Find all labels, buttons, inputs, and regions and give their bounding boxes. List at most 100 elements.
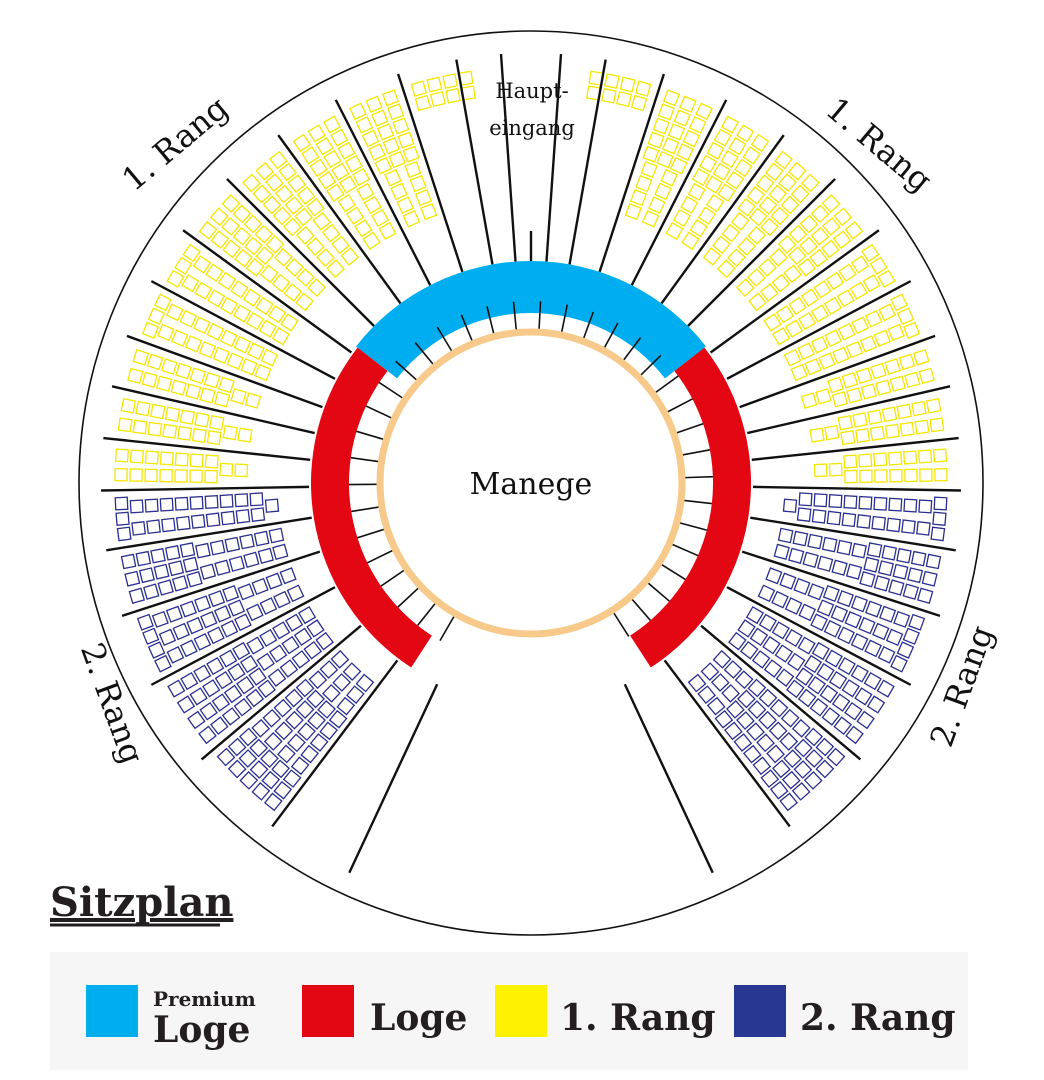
rang1-seat [716, 259, 736, 279]
rang1-seat [760, 217, 779, 237]
rang1-seat [192, 316, 211, 335]
rang1-seat [296, 268, 315, 287]
aisle-line [750, 516, 956, 552]
rang1-seat [280, 313, 299, 332]
rang2-seat [757, 584, 776, 603]
rang2-seat [901, 519, 916, 535]
aisle-line [348, 683, 439, 874]
rang2-seat [306, 689, 326, 709]
rang1-seat [877, 269, 896, 288]
premium-loge-section[interactable] [356, 260, 706, 379]
rang1-seat [254, 224, 274, 244]
rang1-seat [831, 391, 849, 408]
rang1-seat [642, 145, 660, 163]
rang2-seat [237, 583, 255, 601]
rang2-seat [174, 496, 189, 511]
inner-spoke [512, 301, 518, 330]
rang1-seat [426, 76, 443, 93]
rang2-seat [176, 695, 196, 714]
rang2-seat [791, 782, 811, 801]
rang2-seat [171, 575, 189, 592]
rang2-seat [250, 507, 266, 522]
rang1-seat [198, 221, 218, 240]
rang2-seat [850, 595, 869, 613]
rang2-seat [290, 756, 310, 776]
rang2-seat [251, 782, 271, 801]
rang2-seat [285, 710, 304, 730]
rang1-seat [797, 258, 817, 277]
rang1-seat [890, 293, 908, 312]
rang2-seat [850, 664, 869, 683]
rang2-seat [193, 595, 212, 613]
rang2-seat [209, 716, 229, 735]
rang2-seat [243, 551, 260, 568]
rang1-seat [855, 427, 871, 444]
rang2-seat [303, 640, 323, 660]
aisle-line [334, 99, 432, 286]
rang1-seat [810, 335, 829, 354]
rang1-seat [206, 322, 225, 341]
rang1-seat [713, 128, 732, 147]
rang1-seat [252, 184, 272, 204]
rang1-seat [665, 221, 684, 241]
rang1-seat [234, 463, 249, 478]
rang1-seat [312, 212, 332, 231]
rang2-seat [259, 628, 278, 648]
rang1-seat [875, 379, 892, 396]
rang1-seat [889, 375, 906, 392]
rang2-seat [837, 656, 856, 676]
rang2-seat [142, 627, 160, 645]
rang2-seat [858, 495, 873, 510]
rang2-seat [797, 636, 816, 655]
rang2-seat [816, 662, 835, 682]
rang1-seat [889, 468, 903, 483]
rang1-seat [604, 73, 620, 89]
rang1-seat [821, 194, 841, 213]
rang1-seat [717, 183, 736, 202]
rang2-seat [220, 619, 239, 638]
rang1-seat [849, 281, 868, 300]
rang2-seat [802, 551, 819, 568]
rang2-seat [844, 611, 862, 629]
rang1-seat [735, 278, 755, 298]
rang1-seat [402, 209, 421, 228]
rang1-seat [384, 169, 402, 187]
rang2-seat [300, 744, 320, 764]
rang1-seat [404, 160, 422, 179]
rang2-seat [232, 641, 251, 661]
rang2-seat [771, 621, 790, 640]
rang2-seat [803, 654, 823, 674]
inner-spoke [671, 543, 699, 557]
rang2-seat [136, 613, 154, 631]
rang1-seat [810, 226, 830, 246]
rang1-seat [813, 463, 828, 478]
rang2-seat [319, 721, 338, 741]
rang1-seat [712, 162, 731, 181]
rang1-seat [772, 327, 791, 346]
rang2-seat [736, 711, 755, 730]
rang2-seat [771, 590, 789, 609]
rang1-seat [179, 309, 198, 328]
rang2-seat [854, 687, 873, 706]
rang1-seat [810, 204, 830, 224]
rang1-seat [221, 194, 241, 213]
rang1-seat [654, 182, 672, 201]
rang2-seat [285, 613, 304, 632]
rang1-seat [672, 208, 691, 228]
rang1-seat [199, 387, 216, 404]
rang1-seat [295, 226, 315, 245]
rang2-seat [837, 626, 855, 645]
rang1-seat [210, 230, 230, 249]
loge-section[interactable] [311, 347, 751, 668]
rang2-seat [345, 685, 365, 704]
rang1-seat [682, 129, 701, 148]
rang1-seat [363, 195, 382, 214]
rang2-seat [281, 635, 300, 655]
rang2-seat [186, 571, 203, 588]
rang2-seat [116, 526, 132, 542]
rang2-seat [221, 707, 241, 726]
rang2-seat [687, 673, 707, 693]
rang2-seat [190, 514, 206, 529]
rang2-seat [807, 675, 826, 695]
rang2-seat [263, 792, 283, 812]
